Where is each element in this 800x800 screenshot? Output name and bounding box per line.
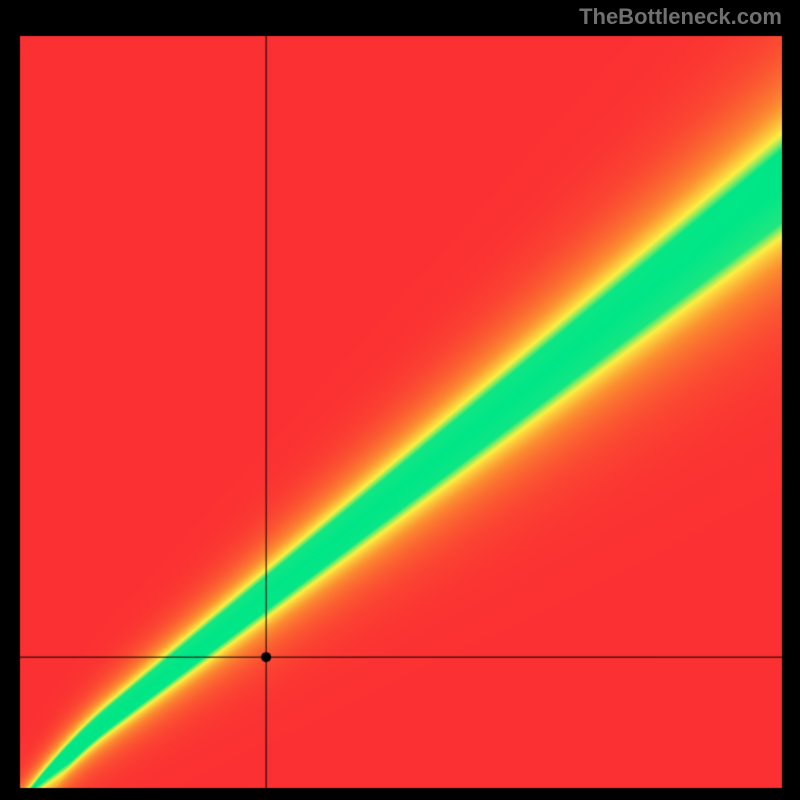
chart-container: TheBottleneck.com <box>0 0 800 800</box>
bottleneck-heatmap-canvas <box>0 0 800 800</box>
watermark-text: TheBottleneck.com <box>579 4 782 30</box>
